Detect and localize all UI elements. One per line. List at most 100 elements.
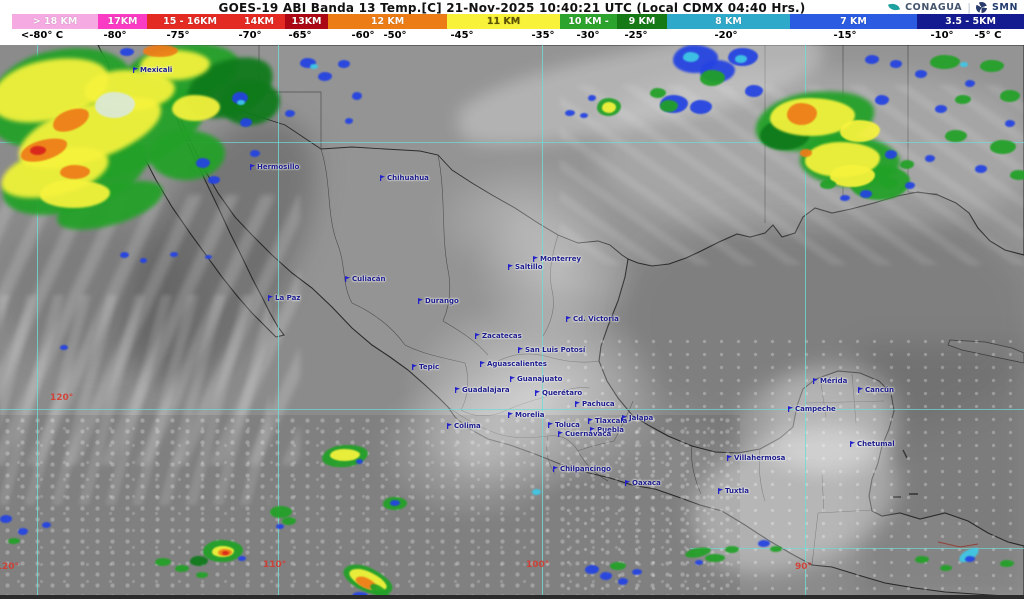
- weather-cell-g: [945, 130, 967, 142]
- city-marker-icon: [268, 295, 273, 301]
- weather-cell-b: [42, 522, 51, 528]
- weather-cell-g: [1000, 560, 1014, 567]
- weather-cell-b: [885, 150, 897, 159]
- city-marker-icon: [553, 466, 558, 472]
- temp-label: <-80° C: [20, 30, 64, 41]
- weather-cell-g: [150, 130, 225, 180]
- city-marker-icon: [625, 480, 630, 486]
- weather-cell-b: [205, 255, 212, 259]
- city-label: Querétaro: [535, 389, 582, 397]
- city-name: Puebla: [597, 426, 624, 434]
- city-marker-icon: [858, 387, 863, 393]
- city-label: Saltillo: [508, 263, 543, 271]
- longitude-label: 120°: [50, 393, 74, 403]
- city-name: Toluca: [555, 421, 580, 429]
- city-name: San Luis Potosí: [525, 346, 586, 354]
- city-name: Saltillo: [515, 263, 543, 271]
- logo-separator: |: [967, 1, 971, 14]
- colorbar-segment: > 18 KM: [12, 14, 98, 29]
- city-marker-icon: [447, 423, 452, 429]
- temp-label: -75°: [166, 30, 190, 41]
- weather-cell-g2: [220, 80, 280, 125]
- weather-cell-b: [565, 110, 575, 116]
- city-marker-icon: [508, 412, 513, 418]
- city-label: Mexicali: [133, 66, 172, 74]
- weather-cell-b: [208, 176, 220, 184]
- weather-cell-g: [660, 100, 678, 112]
- weather-cell-b: [238, 556, 246, 561]
- weather-cell-o: [787, 103, 817, 125]
- agency-logos: CONAGUA | SMN: [888, 1, 1018, 14]
- city-marker-icon: [718, 488, 723, 494]
- weather-cell-b: [18, 528, 28, 535]
- smn-icon: [975, 2, 987, 13]
- weather-cell-g: [650, 88, 666, 98]
- weather-cell-y: [840, 120, 880, 142]
- city-label: Zacatecas: [475, 332, 522, 340]
- weather-cell-b: [585, 565, 599, 574]
- weather-cell-b: [690, 100, 712, 114]
- city-label: Durango: [418, 297, 459, 305]
- weather-cell-g: [955, 95, 971, 104]
- city-marker-icon: [566, 316, 571, 322]
- weather-cell-b: [600, 572, 612, 580]
- weather-cell-b: [318, 72, 332, 81]
- city-name: Morelia: [515, 411, 545, 419]
- city-marker-icon: [533, 256, 538, 262]
- city-marker-icon: [535, 390, 540, 396]
- city-marker-icon: [412, 364, 417, 370]
- longitude-label: 100°: [526, 560, 550, 570]
- city-label: San Luis Potosí: [518, 346, 585, 354]
- weather-cell-g: [980, 60, 1004, 72]
- grid-line-vertical: [278, 45, 279, 599]
- city-label: Chihuahua: [380, 174, 429, 182]
- weather-cell-g: [900, 160, 914, 169]
- colorbar-segment: 9 KM: [617, 14, 667, 29]
- grid-line-horizontal: [690, 548, 1024, 549]
- city-name: Pachuca: [582, 400, 615, 408]
- weather-cell-b: [865, 55, 879, 64]
- weather-cell-b: [905, 182, 915, 189]
- weather-cell-y: [40, 180, 110, 208]
- longitude-label: -120°: [0, 562, 20, 572]
- city-name: Guadalajara: [462, 386, 510, 394]
- weather-cell-b: [170, 252, 178, 257]
- city-label: Tepic: [412, 363, 439, 371]
- weather-cell-g: [196, 572, 208, 578]
- weather-cell-b: [965, 80, 975, 87]
- longitude-label: 90°: [795, 562, 813, 572]
- weather-cell-o: [800, 149, 812, 157]
- city-label: Jalapa: [622, 414, 653, 422]
- city-name: Aguascalientes: [487, 360, 547, 368]
- weather-cell-b: [1005, 120, 1015, 127]
- weather-cell-g: [880, 178, 898, 188]
- city-marker-icon: [133, 67, 138, 73]
- weather-cell-g: [282, 517, 296, 525]
- city-label: Mérida: [813, 377, 847, 385]
- weather-cell-b: [618, 578, 628, 585]
- city-label: Cancún: [858, 386, 894, 394]
- city-name: Hermosillo: [257, 163, 300, 171]
- islands-path: [893, 449, 918, 498]
- city-name: Cancún: [865, 386, 894, 394]
- city-name: Campeche: [795, 405, 836, 413]
- city-marker-icon: [508, 264, 513, 270]
- weather-cell-c: [237, 100, 245, 105]
- city-marker-icon: [575, 401, 580, 407]
- weather-cell-b: [588, 95, 596, 101]
- city-marker-icon: [548, 422, 553, 428]
- city-label: Cuernavaca: [558, 430, 611, 438]
- city-marker-icon: [510, 376, 515, 382]
- city-marker-icon: [588, 418, 593, 424]
- temp-label: -5° C: [974, 30, 1002, 41]
- temp-label: -60°: [351, 30, 375, 41]
- weather-cell-b: [338, 60, 350, 68]
- weather-cell-y: [172, 95, 220, 121]
- weather-cell-c: [532, 489, 541, 495]
- colorbar-segment: 15 - 16KM: [147, 14, 233, 29]
- city-marker-icon: [418, 298, 423, 304]
- weather-cell-b: [345, 118, 353, 124]
- city-marker-icon: [850, 441, 855, 447]
- cloud-top-height-colorbar: > 18 KM 17KM 15 - 16KM 14KM 13KM 12 KM 11 KM 10…: [12, 14, 1024, 29]
- weather-cell-g: [930, 55, 960, 69]
